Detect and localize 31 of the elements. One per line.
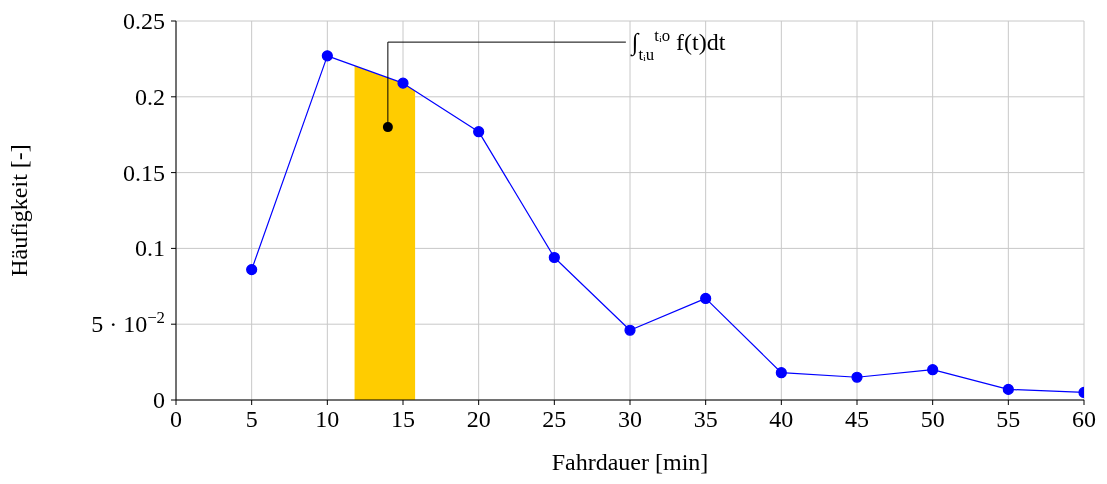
- x-tick-label: 35: [693, 406, 718, 432]
- point: [1002, 383, 1014, 395]
- y-tick-label: 0.2: [135, 83, 165, 110]
- point: [775, 367, 787, 379]
- x-tick-label: 50: [920, 406, 945, 432]
- y-axis-title: Häufigkeit [-]: [5, 144, 32, 277]
- x-tick-label: 40: [769, 406, 794, 432]
- x-tick-label: 0: [170, 406, 182, 432]
- point: [548, 251, 560, 264]
- x-tick-label: 45: [845, 406, 869, 432]
- y-tick-label: 5 · 10$^{−2}$: [91, 307, 165, 338]
- x-tick-label: 25: [542, 406, 567, 432]
- point: [851, 371, 863, 383]
- x-tick-label: 20: [466, 406, 491, 432]
- x-tick-label: 55: [996, 406, 1021, 432]
- point: [624, 324, 636, 336]
- x-axis-title: Fahrdauer [min]: [551, 449, 709, 475]
- y-tick-label: 0.1: [135, 235, 165, 262]
- x-tick-label: 30: [618, 406, 642, 432]
- point: [321, 50, 333, 62]
- point: [246, 264, 258, 276]
- point: [700, 292, 712, 305]
- y-tick-label: 0: [153, 387, 165, 413]
- x-tick-label: 60: [1072, 406, 1096, 432]
- y-tick-label: 0.25: [123, 8, 165, 34]
- y-tick-label: 0.15: [123, 159, 165, 186]
- x-tick-label: 5: [245, 406, 258, 432]
- annotation: ∫$_{tᵢu}$$^{tᵢo}$ f(t)dt: [629, 25, 726, 64]
- x-tick-label: 15: [391, 406, 415, 432]
- x-tick-label: 10: [315, 406, 340, 432]
- point: [927, 364, 939, 376]
